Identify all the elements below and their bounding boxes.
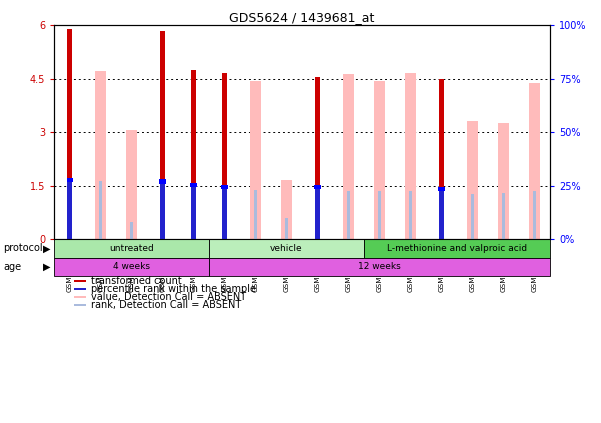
Bar (315, 185, 320, 239)
Bar (54, 239, 209, 258)
Text: protocol: protocol (3, 243, 43, 253)
Bar (74, 288, 87, 290)
Bar (281, 180, 293, 239)
Bar (159, 179, 166, 184)
Bar (130, 222, 133, 239)
Text: value, Detection Call = ABSENT: value, Detection Call = ABSENT (91, 292, 246, 302)
Bar (222, 185, 227, 239)
Bar (222, 74, 227, 239)
Text: 12 weeks: 12 weeks (358, 262, 401, 272)
Bar (498, 123, 509, 239)
Bar (254, 190, 257, 239)
Bar (471, 194, 474, 239)
Bar (209, 258, 550, 276)
Bar (439, 187, 444, 239)
Bar (67, 178, 72, 239)
Bar (191, 183, 197, 239)
Bar (221, 185, 228, 189)
Bar (67, 178, 73, 182)
Text: 4 weeks: 4 weeks (113, 262, 150, 272)
Text: untreated: untreated (109, 244, 154, 253)
Bar (209, 239, 364, 258)
Title: GDS5624 / 1439681_at: GDS5624 / 1439681_at (230, 11, 374, 24)
Text: age: age (3, 262, 21, 272)
Bar (249, 80, 261, 239)
Bar (285, 218, 288, 239)
Bar (533, 191, 536, 239)
Bar (99, 181, 102, 239)
Bar (374, 80, 385, 239)
Text: L-methionine and valproic acid: L-methionine and valproic acid (387, 244, 527, 253)
Bar (378, 191, 381, 239)
Bar (160, 31, 165, 239)
Text: rank, Detection Call = ABSENT: rank, Detection Call = ABSENT (91, 300, 242, 310)
Bar (364, 239, 550, 258)
Bar (343, 74, 355, 239)
Text: ▶: ▶ (43, 262, 50, 272)
Bar (160, 179, 165, 239)
Bar (95, 71, 106, 239)
Bar (191, 183, 197, 187)
Bar (54, 258, 209, 276)
Bar (466, 121, 478, 239)
Text: transformed count: transformed count (91, 276, 182, 286)
Text: percentile rank within the sample: percentile rank within the sample (91, 284, 256, 294)
Bar (74, 280, 87, 282)
Bar (528, 83, 540, 239)
Bar (191, 70, 197, 239)
Bar (315, 77, 320, 239)
Bar (439, 79, 444, 239)
Bar (404, 73, 416, 239)
Bar (67, 29, 72, 239)
Bar (314, 185, 320, 189)
Bar (502, 192, 505, 239)
Bar (347, 191, 350, 239)
Bar (74, 304, 87, 306)
Bar (74, 296, 87, 298)
Text: vehicle: vehicle (270, 244, 303, 253)
Text: ▶: ▶ (43, 243, 50, 253)
Bar (409, 191, 412, 239)
Bar (126, 130, 138, 239)
Bar (438, 187, 445, 191)
